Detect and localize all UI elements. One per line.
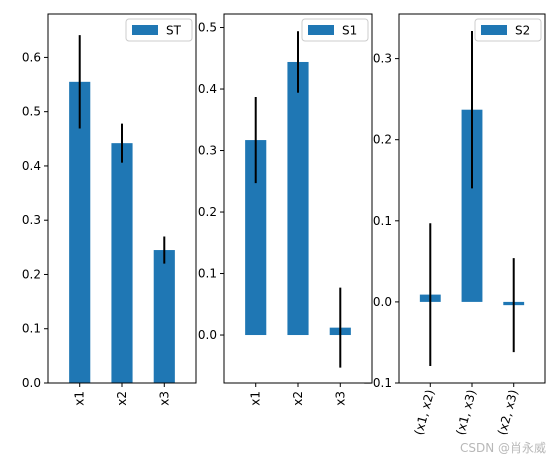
y-tick-label: 0.3 [373,52,392,66]
legend-label: ST [166,24,182,38]
y-tick-label: 0.3 [198,144,217,158]
legend-box [474,18,542,42]
x-tick-label: x3 [333,391,347,406]
legend-label: S2 [515,24,530,38]
legend-swatch [308,25,334,35]
bar-x1 [69,81,91,384]
y-tick-label: 0.0 [22,376,41,390]
y-tick-label: 0.6 [22,50,41,64]
y-tick-label: 0.2 [198,205,217,219]
subplot-st: 0.0 0.1 0.2 0.3 0.4 0.5 0.6 x1 x2 x3 ST [22,13,197,406]
legend-label: S1 [342,24,357,38]
y-tick-label: 0.3 [22,213,41,227]
x-tick-label: x1 [73,391,87,406]
x-tick-label: x2 [115,391,129,406]
y-tick-label: 0.2 [373,133,392,147]
subplot-s1: 0.0 0.1 0.2 0.3 0.4 0.5 x1 x2 x3 S1 [198,13,373,406]
x-tick-label: (x1, x2) [412,388,438,437]
bar-x1 [245,140,267,336]
subplot-s2: −0.1 0.0 0.1 0.2 0.3 (x1, x2) (x1, x3) (x2, x3)… [363,13,546,437]
x-tick-label: (x1, x3) [453,388,479,437]
bar-x2 [111,143,133,383]
bar-x3 [153,250,175,383]
x-tick-label: (x2, x3) [495,388,521,437]
legend-swatch [481,25,507,35]
watermark: CSDN @肖永威 [459,441,546,455]
y-tick-label: 0.4 [198,82,217,96]
x-tick-label: x3 [157,391,171,406]
legend-box [301,18,369,42]
legend: S2 [474,18,542,42]
legend: ST [125,18,193,42]
y-tick-label: 0.1 [198,267,217,281]
y-tick-label: 0.4 [22,159,41,173]
legend-swatch [132,25,158,35]
legend-box [125,18,193,42]
bar-x2 [287,61,309,336]
y-tick-label: −0.1 [363,376,392,390]
y-tick-label: 0.5 [198,21,217,35]
x-tick-label: x1 [249,391,263,406]
y-tick-label: 0.0 [198,328,217,342]
legend: S1 [301,18,369,42]
y-tick-label: 0.2 [22,267,41,281]
bar-(x1, x3) [461,109,483,302]
y-tick-label: 0.0 [373,295,392,309]
y-tick-label: 0.1 [22,322,41,336]
y-tick-label: 0.1 [373,214,392,228]
x-tick-label: x2 [291,391,305,406]
y-tick-label: 0.5 [22,105,41,119]
